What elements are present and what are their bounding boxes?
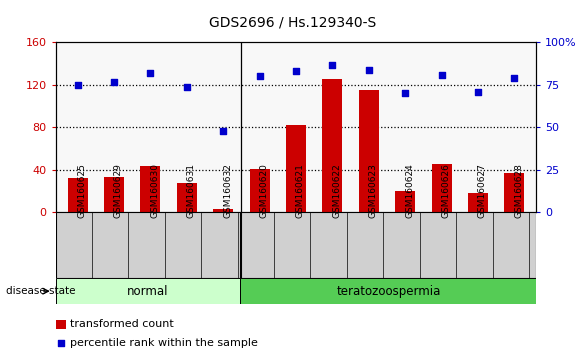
Point [437,72,446,78]
Bar [359,90,379,212]
Point [473,89,483,95]
Bar [104,177,124,212]
Point [400,91,410,96]
Bar [431,164,452,212]
Bar [213,209,233,212]
Bar [286,125,306,212]
Text: GSM160624: GSM160624 [405,163,414,218]
Point [364,67,373,73]
Text: GSM160621: GSM160621 [296,163,305,218]
Text: transformed count: transformed count [70,319,174,329]
Bar [322,79,342,212]
Bar [56,212,536,278]
Text: GSM160626: GSM160626 [441,163,451,218]
Text: GSM160632: GSM160632 [223,163,232,218]
Text: disease state: disease state [6,286,76,296]
Text: GDS2696 / Hs.129340-S: GDS2696 / Hs.129340-S [209,16,377,30]
Point [219,128,228,134]
Bar [56,320,66,329]
Text: GSM160629: GSM160629 [114,163,123,218]
Bar [240,278,536,304]
Bar [67,178,87,212]
Text: normal: normal [127,285,169,298]
Bar [140,166,161,212]
Text: teratozoospermia: teratozoospermia [336,285,441,298]
Point [255,74,264,79]
Point [109,79,118,84]
Text: GSM160623: GSM160623 [369,163,378,218]
Text: GSM160630: GSM160630 [151,162,159,218]
Point [146,70,155,76]
Bar [468,193,488,212]
Bar [505,173,524,212]
Point [182,84,192,90]
Bar [56,278,240,304]
Point [73,82,82,88]
Point [291,69,301,74]
Point [510,75,519,81]
Text: percentile rank within the sample: percentile rank within the sample [70,338,258,348]
Text: GSM160625: GSM160625 [77,163,87,218]
Bar [250,169,270,212]
Text: GSM160628: GSM160628 [515,163,523,218]
Point [328,62,337,67]
Text: GSM160622: GSM160622 [332,163,341,218]
Bar [177,183,197,212]
Text: GSM160627: GSM160627 [478,163,487,218]
Point [56,341,66,346]
Text: GSM160631: GSM160631 [187,162,196,218]
Text: GSM160620: GSM160620 [260,163,268,218]
Bar [395,191,415,212]
